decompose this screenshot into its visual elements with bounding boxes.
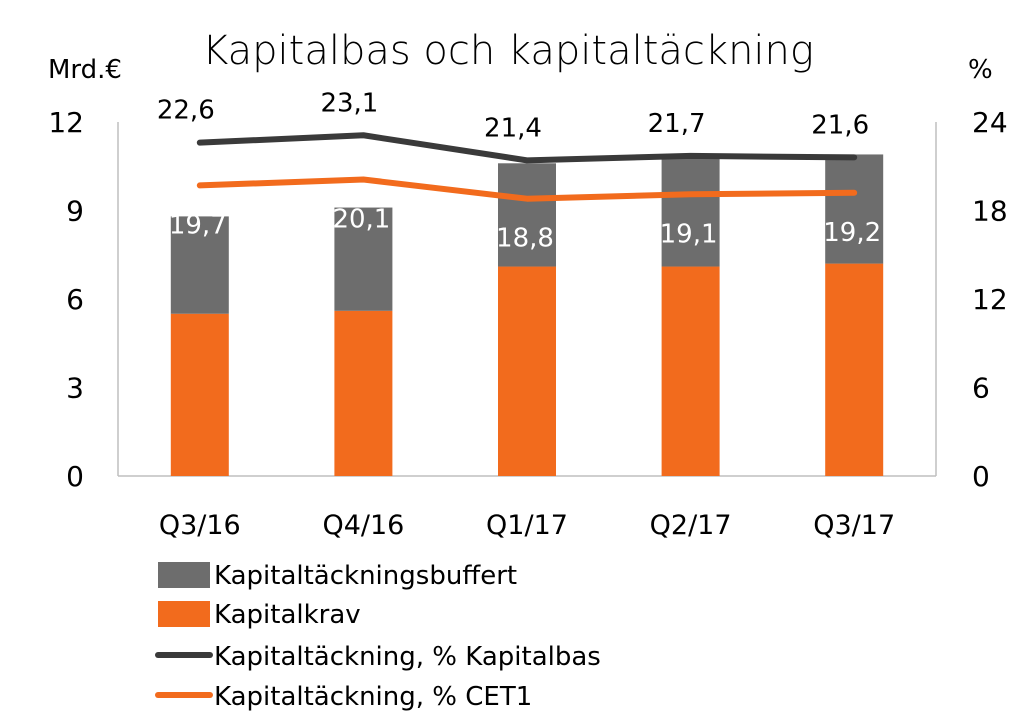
bar-kapitaltackningsbuffert (334, 207, 393, 311)
chart-title: Kapitalbas och kapitaltäckning (202, 28, 814, 74)
data-label-cet1: 19,7 (169, 210, 227, 240)
category-label: Q3/17 (813, 510, 895, 541)
data-label-cet1: 20,1 (332, 205, 390, 235)
legend-label: Kapitaltäckning, % Kapitalbas (214, 642, 601, 672)
left-tick-label: 9 (66, 195, 84, 228)
bar-kapitalkrav (825, 263, 884, 476)
line-kapitalbas (196, 132, 858, 164)
right-axis-unit: % (968, 55, 993, 85)
right-axis-ticks: 0 6 12 18 24 (972, 106, 1008, 493)
legend: Kapitaltäckningsbuffert Kapitalkrav Kapita… (155, 561, 601, 712)
bar-kapitalkrav (334, 310, 393, 476)
bar-kapitalkrav (661, 266, 720, 476)
category-label: Q4/16 (322, 510, 404, 541)
category-label: Q2/17 (650, 510, 732, 541)
bar-kapitaltackningsbuffert (170, 216, 229, 314)
left-tick-label: 6 (66, 283, 84, 316)
data-label-kapitalbas: 22,6 (157, 96, 215, 126)
right-tick-label: 0 (972, 460, 990, 493)
legend-label: Kapitalkrav (214, 600, 361, 630)
left-axis-unit: Mrd.€ (48, 55, 122, 85)
legend-swatch (158, 562, 210, 588)
right-tick-label: 24 (972, 106, 1008, 139)
data-label-cet1: 19,2 (823, 218, 881, 248)
data-label-kapitalbas: 21,7 (648, 109, 706, 139)
bar-kapitaltackningsbuffert (825, 154, 884, 264)
bar-kapitaltackningsbuffert (661, 154, 720, 267)
legend-swatch (158, 601, 210, 627)
right-tick-label: 12 (972, 283, 1008, 316)
category-label: Q3/16 (159, 510, 241, 541)
category-label: Q1/17 (486, 510, 568, 541)
data-label-kapitalbas: 23,1 (320, 88, 378, 118)
data-labels: 22,6 23,1 21,4 21,7 21,6 19,7 20,1 18,8 19,1 19,2 (157, 88, 881, 253)
bar-kapitalkrav (170, 313, 229, 476)
data-label-cet1: 19,1 (660, 219, 718, 249)
data-label-kapitalbas: 21,4 (484, 113, 542, 143)
legend-label: Kapitaltäckningsbuffert (214, 561, 517, 591)
bar-series (170, 154, 884, 476)
bar-kapitalkrav (498, 266, 556, 476)
bar-kapitaltackningsbuffert (498, 163, 556, 267)
legend-label: Kapitaltäckning, % CET1 (214, 682, 532, 712)
data-label-kapitalbas: 21,6 (811, 110, 869, 140)
left-tick-label: 0 (66, 460, 84, 493)
left-tick-label: 3 (66, 372, 84, 405)
left-tick-label: 12 (48, 106, 84, 139)
data-label-cet1: 18,8 (496, 224, 554, 254)
line-series (196, 132, 858, 202)
left-axis-ticks: 0 3 6 9 12 (48, 106, 84, 493)
line-cet1 (196, 176, 858, 202)
right-tick-label: 6 (972, 372, 990, 405)
right-tick-label: 18 (972, 195, 1008, 228)
category-labels: Q3/16 Q4/16 Q1/17 Q2/17 Q3/17 (159, 510, 895, 541)
